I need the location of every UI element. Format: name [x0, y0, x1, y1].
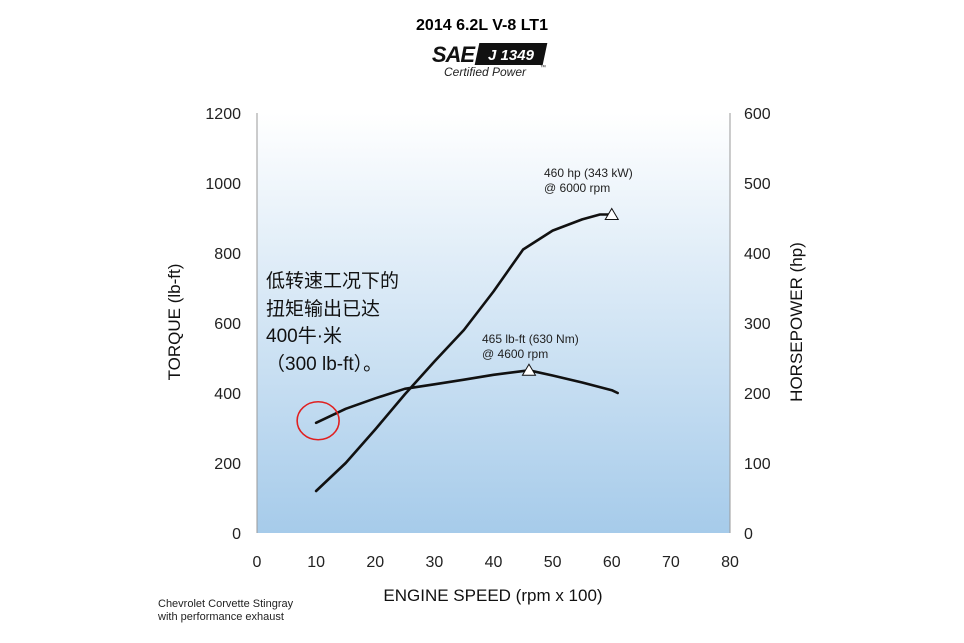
- x-tick-label: 70: [662, 554, 680, 571]
- sae-logo-tm: ™: [540, 64, 546, 71]
- y-tick-label: 1200: [205, 106, 241, 123]
- series-layer: [314, 213, 619, 493]
- x-tick-label: 80: [721, 554, 739, 571]
- y2-axis-label: HORSEPOWER (hp): [787, 242, 806, 402]
- y-tick-label: 600: [214, 316, 241, 333]
- y-axis-label: TORQUE (lb-ft): [165, 264, 184, 381]
- peak-annotation-horsepower: @ 6000 rpm: [544, 181, 610, 195]
- low-rpm-highlight-circle: [296, 400, 340, 441]
- note-line-4: （300 lb-ft）。: [266, 353, 382, 375]
- x-tick-label: 60: [603, 554, 621, 571]
- y2-tick-label: 0: [744, 526, 753, 543]
- series-line-torque: [314, 369, 619, 425]
- peak-annotation-horsepower: 460 hp (343 kW): [544, 166, 633, 180]
- y-tick-label: 200: [214, 456, 241, 473]
- chart-title: 2014 6.2L V-8 LT1: [416, 17, 548, 34]
- y2-tick-label: 300: [744, 316, 771, 333]
- peak-marker-torque: [521, 363, 537, 376]
- y2-tick-label: 200: [744, 386, 771, 403]
- y2-tick-labels: 0 100 200 300 400 500 600: [744, 106, 771, 543]
- x-tick-label: 0: [253, 554, 262, 571]
- x-tick-label: 40: [485, 554, 503, 571]
- footnote-line-1: Chevrolet Corvette Stingray: [158, 598, 294, 610]
- sae-logo: SAE J 1349 Certified Power ™: [432, 42, 548, 79]
- y2-tick-label: 400: [744, 246, 771, 263]
- x-tick-label: 50: [544, 554, 562, 571]
- peak-markers: [521, 207, 620, 376]
- note-line-3: 400牛·米: [266, 325, 342, 347]
- sae-logo-text: SAE: [432, 42, 477, 67]
- peak-annotation-torque: 465 lb-ft (630 Nm): [482, 332, 579, 346]
- y-tick-label: 800: [214, 246, 241, 263]
- sae-logo-subtitle: Certified Power: [444, 65, 527, 79]
- y-tick-labels: 0 200 400 600 800 1000 1200: [205, 106, 241, 543]
- x-tick-labels: 0 10 20 30 40 50 60 70 80: [253, 554, 739, 571]
- chinese-note: 低转速工况下的 扭矩输出已达 400牛·米 （300 lb-ft）。: [266, 270, 399, 375]
- y2-tick-label: 500: [744, 176, 771, 193]
- y-tick-label: 0: [232, 526, 241, 543]
- y2-tick-label: 600: [744, 106, 771, 123]
- plot-area: [257, 113, 730, 533]
- y-tick-label: 1000: [205, 176, 241, 193]
- series-line-horsepower: [314, 213, 614, 493]
- peak-annotations: 460 hp (343 kW)@ 6000 rpm 465 lb-ft (630 …: [482, 166, 633, 361]
- x-tick-label: 20: [366, 554, 384, 571]
- peak-annotation-torque: @ 4600 rpm: [482, 347, 548, 361]
- sae-logo-box: [474, 43, 548, 65]
- footnote-line-2: with performance exhaust: [157, 611, 284, 623]
- sae-logo-code: J 1349: [488, 47, 535, 64]
- y-tick-label: 400: [214, 386, 241, 403]
- y2-tick-label: 100: [744, 456, 771, 473]
- x-tick-label: 10: [307, 554, 325, 571]
- x-axis-label: ENGINE SPEED (rpm x 100): [383, 586, 602, 605]
- note-line-1: 低转速工况下的: [266, 270, 399, 292]
- note-line-2: 扭矩输出已达: [266, 298, 380, 320]
- peak-marker-horsepower: [604, 207, 620, 220]
- x-tick-label: 30: [425, 554, 443, 571]
